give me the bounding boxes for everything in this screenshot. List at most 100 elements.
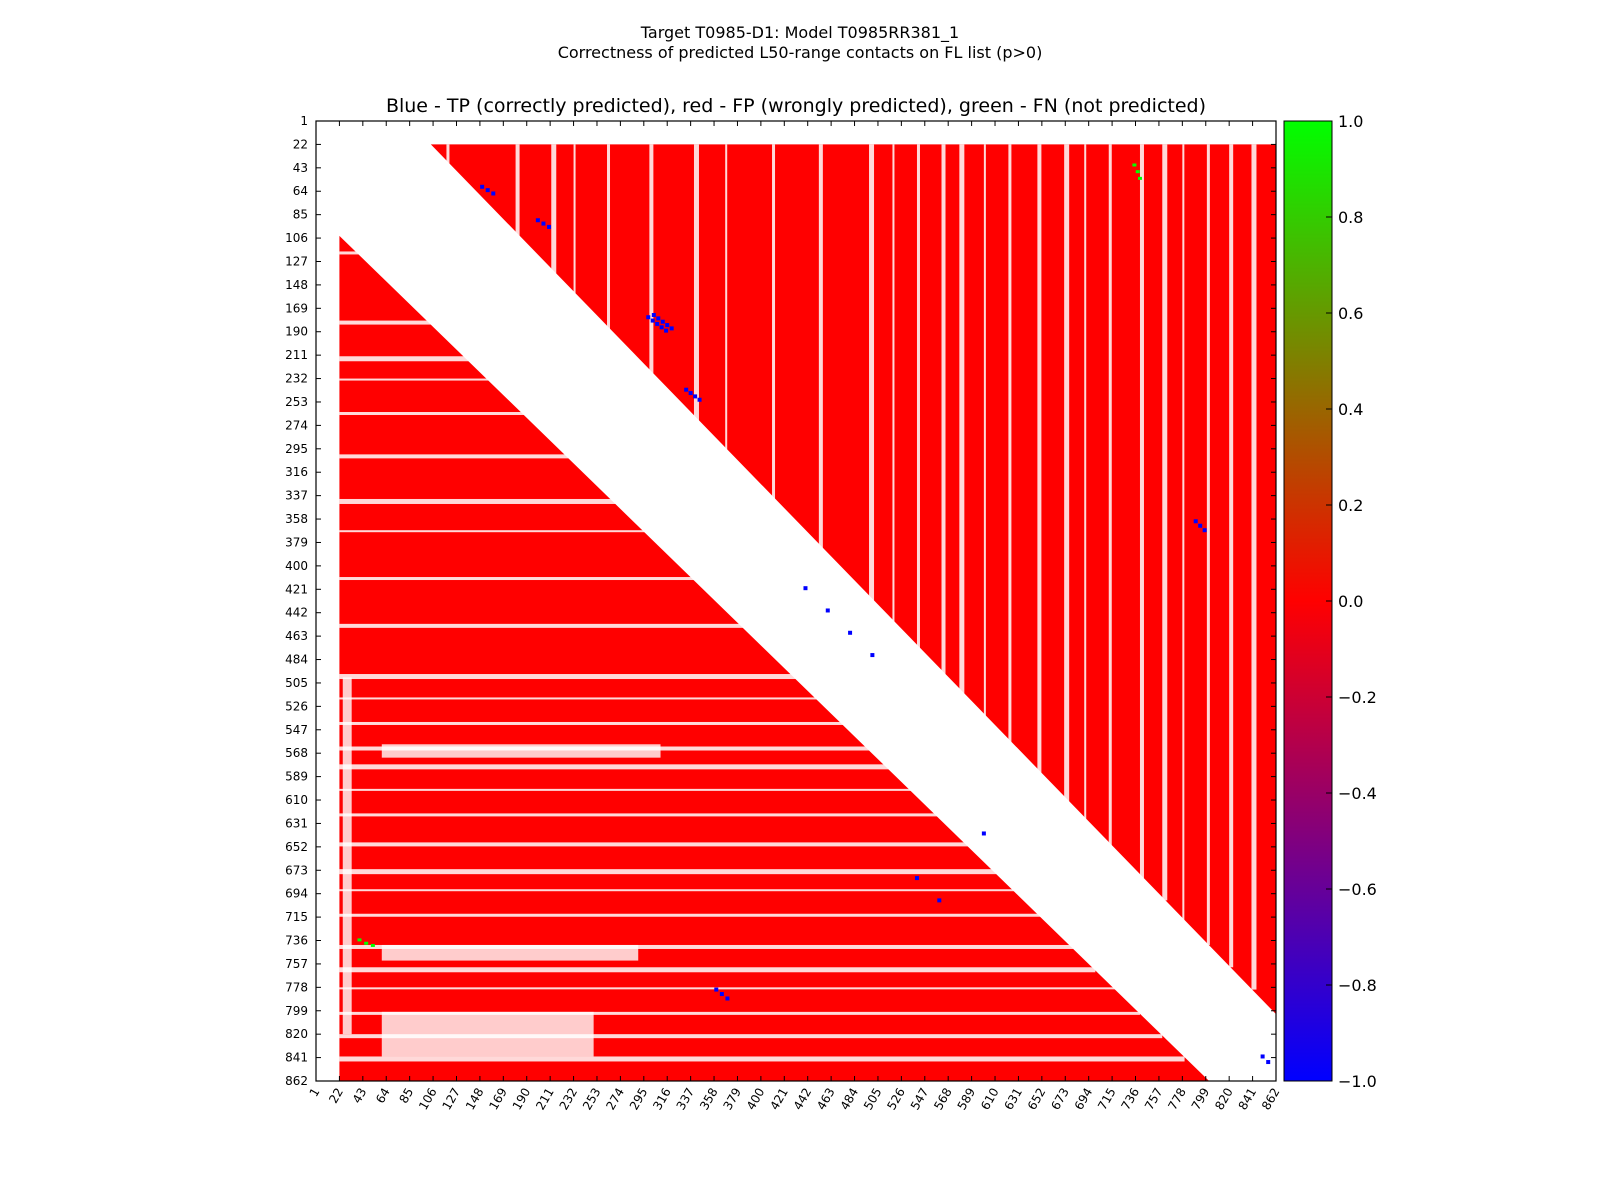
tp-contact	[688, 391, 693, 396]
y-tick-label: 421	[285, 582, 308, 596]
x-tick-label: 358	[697, 1086, 721, 1113]
y-tick-label: 610	[285, 793, 308, 807]
uncovered-residue-gaps	[339, 144, 1257, 1062]
contact-map-plot	[316, 121, 1276, 1081]
tp-contact	[664, 328, 669, 333]
y-tick-label: 694	[285, 887, 308, 901]
tp-contact	[870, 653, 875, 658]
gap-stripe	[446, 144, 450, 185]
y-tick-label: 778	[285, 980, 308, 994]
tp-contact	[646, 315, 651, 320]
y-tick-label: 274	[285, 418, 308, 432]
y-tick-label: 211	[285, 348, 308, 362]
colorbar-tick-label: 0.8	[1338, 208, 1363, 227]
y-tick-label: 1	[300, 114, 308, 128]
gap-stripe	[339, 251, 380, 255]
tp-contact	[669, 326, 674, 331]
chart-title: Blue - TP (correctly predicted), red - F…	[386, 95, 1206, 117]
gap-stripe	[1084, 144, 1087, 823]
x-tick-label: 862	[1259, 1086, 1283, 1113]
y-tick-label: 337	[285, 489, 308, 503]
colorbar-tick-label: 0.6	[1338, 304, 1363, 323]
y-tick-label: 757	[285, 957, 308, 971]
gap-stripe	[339, 764, 893, 770]
gap-stripe	[693, 144, 699, 433]
fn-contact	[370, 943, 375, 947]
x-tick-label: 442	[791, 1086, 815, 1113]
x-tick-label: 757	[1142, 1086, 1166, 1113]
x-tick-label: 715	[1095, 1086, 1119, 1113]
tp-contact	[547, 224, 552, 229]
tp-contact	[848, 630, 853, 635]
x-tick-label: 526	[884, 1086, 908, 1113]
gap-stripe	[869, 144, 875, 608]
x-tick-label: 274	[603, 1086, 627, 1113]
fn-contacts	[357, 163, 1142, 947]
gap-stripe	[1108, 144, 1112, 847]
x-tick-label: 820	[1212, 1086, 1236, 1113]
colorbar-tick-label: −0.6	[1338, 880, 1377, 899]
x-tick-label: 589	[955, 1086, 979, 1113]
gap-stripe	[573, 144, 576, 312]
tp-contact	[655, 321, 660, 326]
y-tick-label: 127	[285, 254, 308, 268]
colorbar-tick-label: 1.0	[1338, 112, 1363, 131]
x-tick-label: 1	[307, 1086, 323, 1100]
gap-stripe	[551, 144, 557, 290]
gap-stripe	[339, 1011, 1140, 1015]
y-tick-label: 547	[285, 723, 308, 737]
colorbar-tick-label: 0.0	[1338, 592, 1363, 611]
y-tick-label: 295	[285, 442, 308, 456]
gap-stripe	[1229, 144, 1234, 968]
x-tick-label: 64	[373, 1086, 393, 1106]
gap-stripe	[339, 530, 659, 533]
y-tick-label: 379	[285, 535, 308, 549]
x-tick-label: 106	[416, 1086, 440, 1113]
gap-stripe	[339, 967, 1096, 973]
gap-stripe	[339, 813, 942, 817]
gap-stripe	[772, 144, 776, 511]
x-tick-label: 190	[510, 1086, 534, 1113]
gap-stripe	[1251, 144, 1257, 990]
y-tick-label: 190	[285, 325, 308, 339]
colorbar-tick-label: −0.4	[1338, 784, 1377, 803]
gap-stripe	[916, 144, 920, 656]
colorbar-tick-label: −1.0	[1338, 1072, 1377, 1091]
x-tick-label: 463	[814, 1086, 838, 1113]
tp-contact	[719, 992, 724, 997]
x-tick-label: 841	[1236, 1086, 1260, 1113]
gap-stripe	[515, 144, 520, 254]
tp-contact	[1202, 528, 1207, 533]
tp-contact	[693, 394, 698, 399]
x-tick-label: 43	[350, 1086, 370, 1106]
fn-contact	[1137, 176, 1142, 180]
tp-contact	[914, 876, 919, 881]
tp-contact	[491, 191, 496, 196]
y-tick-label: 22	[293, 137, 308, 151]
x-tick-label: 337	[674, 1086, 698, 1113]
tp-contact	[650, 318, 655, 323]
tp-contact	[651, 313, 656, 318]
gap-stripe	[339, 697, 826, 700]
x-tick-label: 127	[440, 1086, 464, 1113]
gap-stripe	[941, 144, 946, 680]
colorbar-gradient	[1283, 120, 1333, 1082]
fn-contact	[1135, 170, 1140, 174]
x-tick-label: 211	[533, 1086, 557, 1113]
suptitle-line-2: Correctness of predicted L50-range conta…	[558, 43, 1043, 62]
gap-stripe	[1162, 144, 1168, 901]
tp-contact	[937, 898, 942, 903]
x-tick-label: 253	[580, 1086, 604, 1113]
y-axis-ticks: 1 22 43 64 85 106 127 148 169 190 211 232 253 274 295 3…	[285, 114, 1276, 1088]
tp-contact	[1198, 523, 1203, 528]
y-tick-label: 526	[285, 699, 308, 713]
gap-block	[381, 944, 639, 961]
x-tick-label: 484	[838, 1086, 862, 1113]
gap-stripe	[892, 144, 895, 631]
y-tick-label: 463	[285, 629, 308, 643]
y-tick-label: 232	[285, 372, 308, 386]
tp-contact	[535, 218, 540, 223]
x-tick-label: 778	[1165, 1086, 1189, 1113]
x-tick-label: 379	[720, 1086, 744, 1113]
tp-contact	[1193, 519, 1198, 524]
